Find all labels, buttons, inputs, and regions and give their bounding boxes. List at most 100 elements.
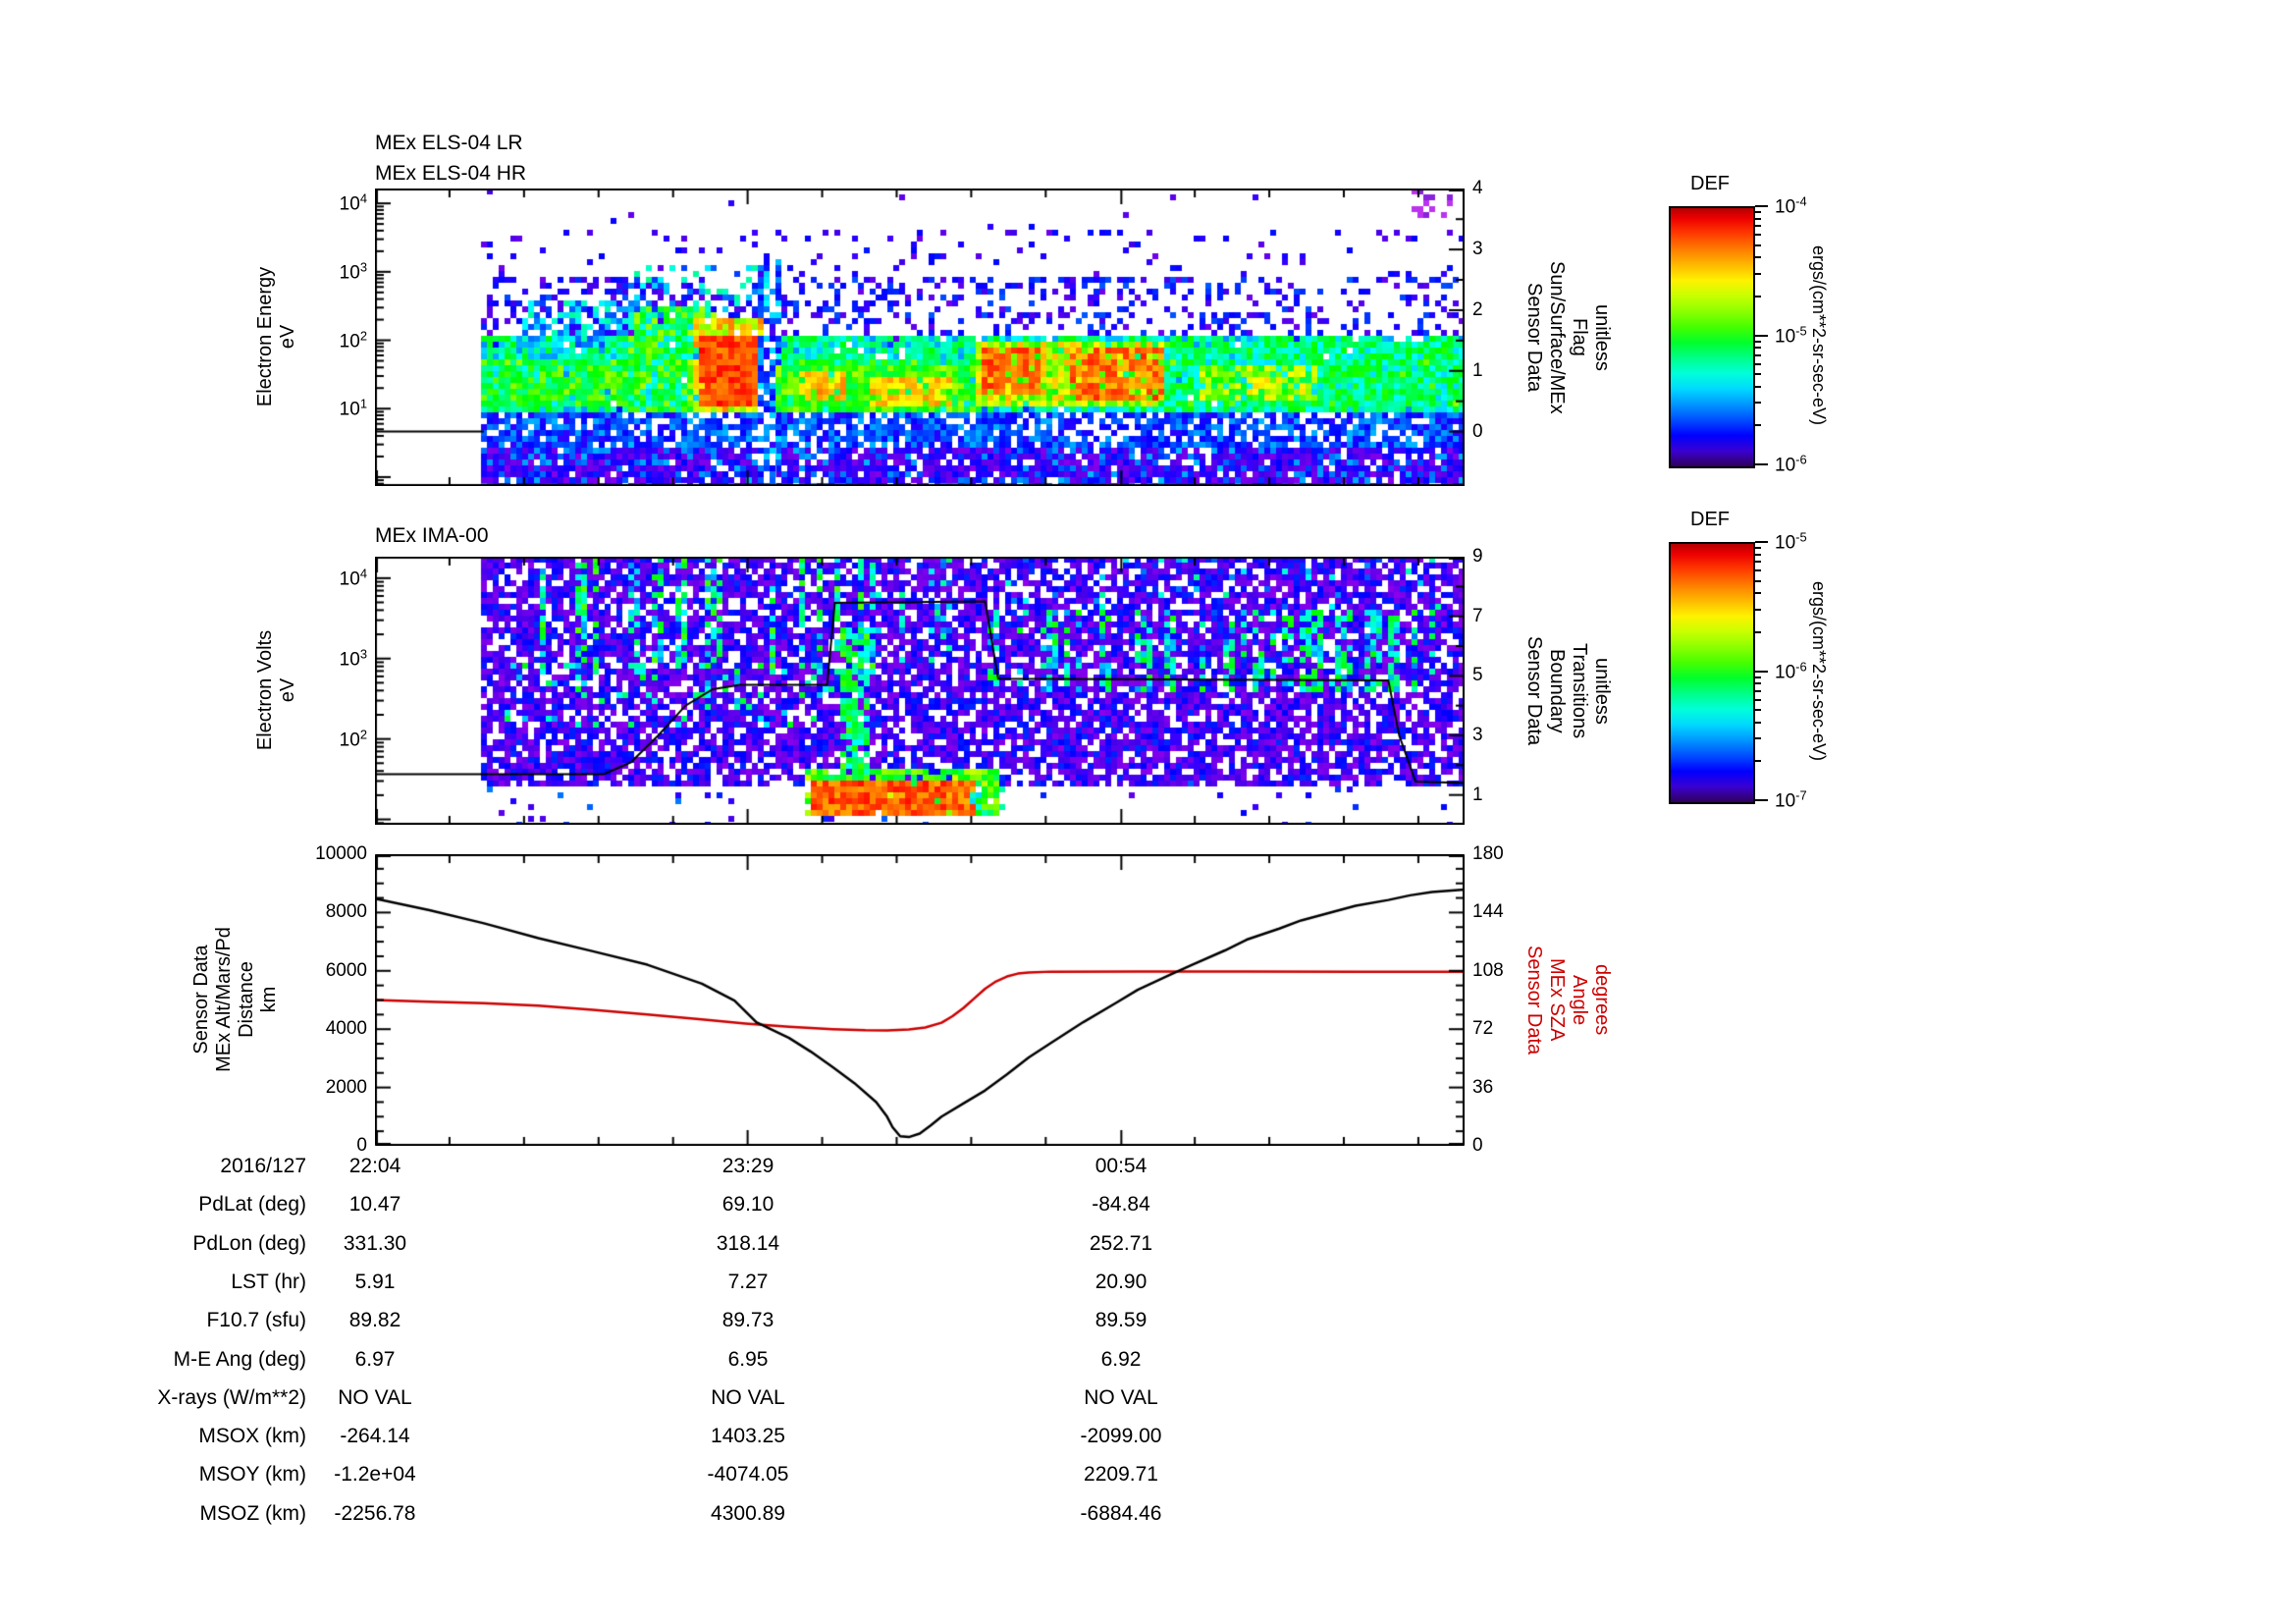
els-title-hr: MEx ELS-04 HR (375, 162, 527, 185)
ima-right-tick-labels: 9 7 5 3 1 (1472, 546, 1551, 825)
colorbar-tick (1755, 243, 1761, 246)
colorbar-tick (1755, 402, 1761, 405)
colorbar-tick (1755, 676, 1761, 678)
ephemeris-row: M-E Ang (deg) 6.97 6.95 6.92 (0, 1348, 2296, 1386)
colorbar-scale-label: 10-7 (1775, 787, 1807, 812)
ephemeris-value: 89.73 (721, 1309, 774, 1332)
colorbar-tick (1755, 347, 1761, 350)
ephemeris-row: 2016/127 22:04 23:29 00:54 (0, 1155, 2296, 1193)
distance-tick-label: 8000 (325, 901, 367, 923)
colorbar-tick (1755, 373, 1761, 376)
colorbar-scale-label: 10-5 (1775, 529, 1807, 554)
ephemeris-row-label: X-rays (W/m**2) (157, 1385, 306, 1409)
ephemeris-row: MSOZ (km) -2256.78 4300.89 -6884.46 (0, 1502, 2296, 1541)
ephemeris-value: 20.90 (1095, 1270, 1148, 1293)
colorbar-tick (1755, 353, 1761, 356)
sza-tick-label: 180 (1472, 843, 1504, 864)
colorbar-tick (1755, 211, 1761, 214)
ephemeris-row-label: LST (hr) (231, 1270, 306, 1293)
colorbar-tick (1755, 737, 1761, 740)
distance-tick-label: 0 (356, 1135, 367, 1156)
sza-right-axis-label: Sensor Data MEx SZA Angle degrees (1522, 854, 1613, 1146)
distance-y-axis-label-line: MEx Alt/Mars/Pd (213, 927, 235, 1072)
colorbar-tick (1755, 362, 1761, 365)
ima-y-axis-label-line: Electron Volts (254, 629, 276, 751)
ephemeris-value: -2256.78 (334, 1501, 416, 1525)
colorbar-tick (1755, 553, 1761, 556)
ephemeris-row-label: MSOY (km) (198, 1463, 306, 1487)
colorbar-ima (1669, 542, 1755, 804)
colorbar-tick (1755, 630, 1761, 633)
ima-right-axis-label-line: Boundary (1546, 648, 1568, 733)
ephemeris-value: 7.27 (727, 1270, 769, 1293)
colorbar-tick (1755, 225, 1761, 228)
ephemeris-value: 6.92 (1100, 1347, 1142, 1371)
sza-tick-label: 144 (1472, 901, 1504, 923)
sza-right-axis-label-line: degrees (1591, 964, 1613, 1036)
els-right-axis-label-line: Sun/Surface/MEx (1546, 260, 1568, 414)
ephemeris-row: X-rays (W/m**2) NO VAL NO VAL NO VAL (0, 1386, 2296, 1425)
ephemeris-value: 331.30 (343, 1231, 407, 1255)
sza-right-axis-label-line: MEx SZA (1546, 958, 1568, 1042)
colorbar-scale-label: 10-5 (1775, 322, 1807, 348)
ephemeris-row-label: 2016/127 (220, 1155, 306, 1177)
colorbar-tick (1755, 709, 1761, 712)
ephemeris-value: 6.97 (354, 1347, 396, 1371)
ephemeris-row-label: MSOX (km) (198, 1425, 306, 1448)
ephemeris-value: 23:29 (721, 1155, 774, 1177)
colorbar-tick (1755, 234, 1761, 237)
colorbar1-ticks (1755, 205, 1771, 465)
distance-y-axis-label-line: Sensor Data (190, 945, 212, 1055)
ima-panel-title: MEx IMA-00 (375, 524, 489, 547)
sza-tick-label: 72 (1472, 1018, 1494, 1040)
colorbar-els (1669, 206, 1755, 468)
colorbar-tick (1755, 385, 1761, 388)
ephemeris-row: MSOX (km) -264.14 1403.25 -2099.00 (0, 1425, 2296, 1463)
distance-y-axis-label-line: Distance (236, 961, 257, 1038)
colorbar-tick (1755, 334, 1768, 337)
els-flag-tick-label: 0 (1472, 420, 1483, 442)
colorbar-tick (1755, 424, 1761, 427)
colorbar2-title: DEF (1690, 509, 1730, 530)
ephemeris-value: 252.71 (1089, 1231, 1153, 1255)
colorbar-tick (1755, 689, 1761, 692)
ephemeris-value: 22:04 (348, 1155, 401, 1177)
sza-right-tick-labels: 180 144 108 72 36 0 (1472, 843, 1551, 1156)
colorbar-scale-label: 10-4 (1775, 193, 1807, 218)
colorbar2-labels: 10-5 10-6 10-7 (1775, 529, 1863, 811)
ima-right-axis-label: Sensor Data Boundary Transitions unitles… (1522, 557, 1613, 825)
ima-left-tick-labels: 104 103 102 (275, 557, 367, 825)
ima-right-axis-label-line: unitless (1591, 657, 1613, 725)
ima-boundary-tick-label: 3 (1472, 725, 1483, 745)
ephemeris-value: 4300.89 (711, 1501, 785, 1525)
ephemeris-value: NO VAL (711, 1385, 785, 1409)
els-flag-tick-label: 2 (1472, 298, 1483, 320)
ephemeris-row: F10.7 (sfu) 89.82 89.73 89.59 (0, 1309, 2296, 1347)
colorbar-tick (1755, 541, 1768, 543)
ephemeris-value: -1.2e+04 (334, 1463, 416, 1487)
sza-tick-label: 36 (1472, 1076, 1494, 1098)
sza-right-axis-label-line: Sensor Data (1523, 945, 1545, 1055)
ephemeris-row-label: M-E Ang (deg) (173, 1347, 306, 1371)
ephemeris-value: NO VAL (1084, 1385, 1158, 1409)
ephemeris-value: -264.14 (340, 1425, 410, 1448)
ima-volts-tick-label: 102 (339, 726, 367, 751)
els-energy-tick-label: 104 (339, 190, 367, 215)
colorbar-tick (1755, 608, 1761, 611)
colorbar-tick (1755, 256, 1761, 259)
colorbar-scale-label: 10-6 (1775, 452, 1807, 476)
colorbar-tick (1755, 721, 1761, 724)
colorbar-tick (1755, 295, 1761, 298)
ephemeris-value: -84.84 (1092, 1193, 1150, 1217)
colorbar-tick (1755, 592, 1761, 595)
colorbar-tick (1755, 205, 1768, 207)
colorbar-tick (1755, 682, 1761, 685)
els-right-axis-label-line: Sensor Data (1523, 282, 1545, 393)
colorbar-tick (1755, 698, 1761, 701)
ephemeris-value: 318.14 (716, 1231, 780, 1255)
ima-right-axis-label-line: Transitions (1569, 642, 1590, 739)
colorbar2-ticks (1755, 541, 1771, 801)
ephemeris-row-label: PdLon (deg) (192, 1231, 306, 1255)
colorbar-tick (1755, 670, 1768, 673)
